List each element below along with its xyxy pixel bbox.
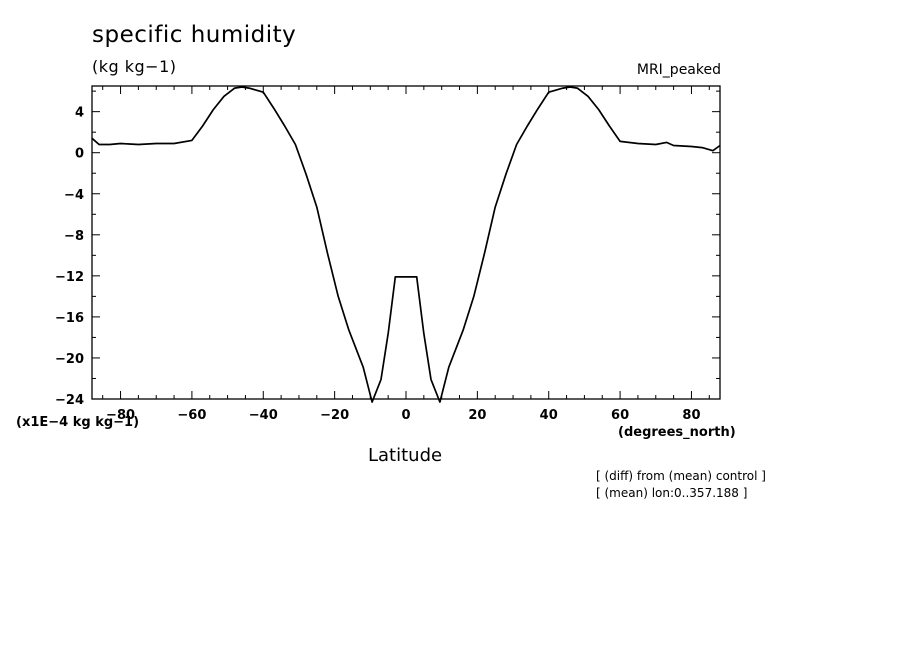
x-tick-label: −80 <box>106 408 135 423</box>
note-diff: [ (diff) from (mean) control ] <box>596 469 766 483</box>
data-line <box>91 86 721 403</box>
model-label: MRI_peaked <box>636 62 721 78</box>
x-tick-label: 60 <box>611 408 629 423</box>
x-tick-label: 0 <box>401 408 410 423</box>
x-tick-label: −20 <box>320 408 349 423</box>
x-tick-label: −60 <box>177 408 206 423</box>
y-tick-label: −20 <box>55 352 84 367</box>
x-axis: −80 −60 −40 −20 0 20 40 60 80 <box>102 86 710 423</box>
plot-frame <box>91 85 721 400</box>
note-mean: [ (mean) lon:0..357.188 ] <box>596 486 748 500</box>
x-tick-label: −40 <box>249 408 278 423</box>
x-tick-label: 80 <box>682 408 700 423</box>
x-tick-label: 20 <box>468 408 486 423</box>
y-axis: 4 0 −4 −8 −12 −16 −20 −24 <box>55 90 720 408</box>
chart-units: (kg kg−1) <box>92 57 177 76</box>
y-scale-label: (x1E−4 kg kg−1) <box>16 415 140 430</box>
y-tick-label: −12 <box>55 270 84 285</box>
x-units-label: (degrees_north) <box>618 425 736 440</box>
y-tick-label: −16 <box>55 311 84 326</box>
y-tick-label: −8 <box>64 229 84 244</box>
y-tick-label: 0 <box>75 147 84 162</box>
y-tick-label: 4 <box>75 106 84 121</box>
x-tick-label: 40 <box>540 408 558 423</box>
y-tick-label: −24 <box>55 393 84 408</box>
y-tick-label: −4 <box>64 188 84 203</box>
chart-title: specific humidity <box>92 22 297 48</box>
x-axis-label: Latitude <box>368 445 443 466</box>
